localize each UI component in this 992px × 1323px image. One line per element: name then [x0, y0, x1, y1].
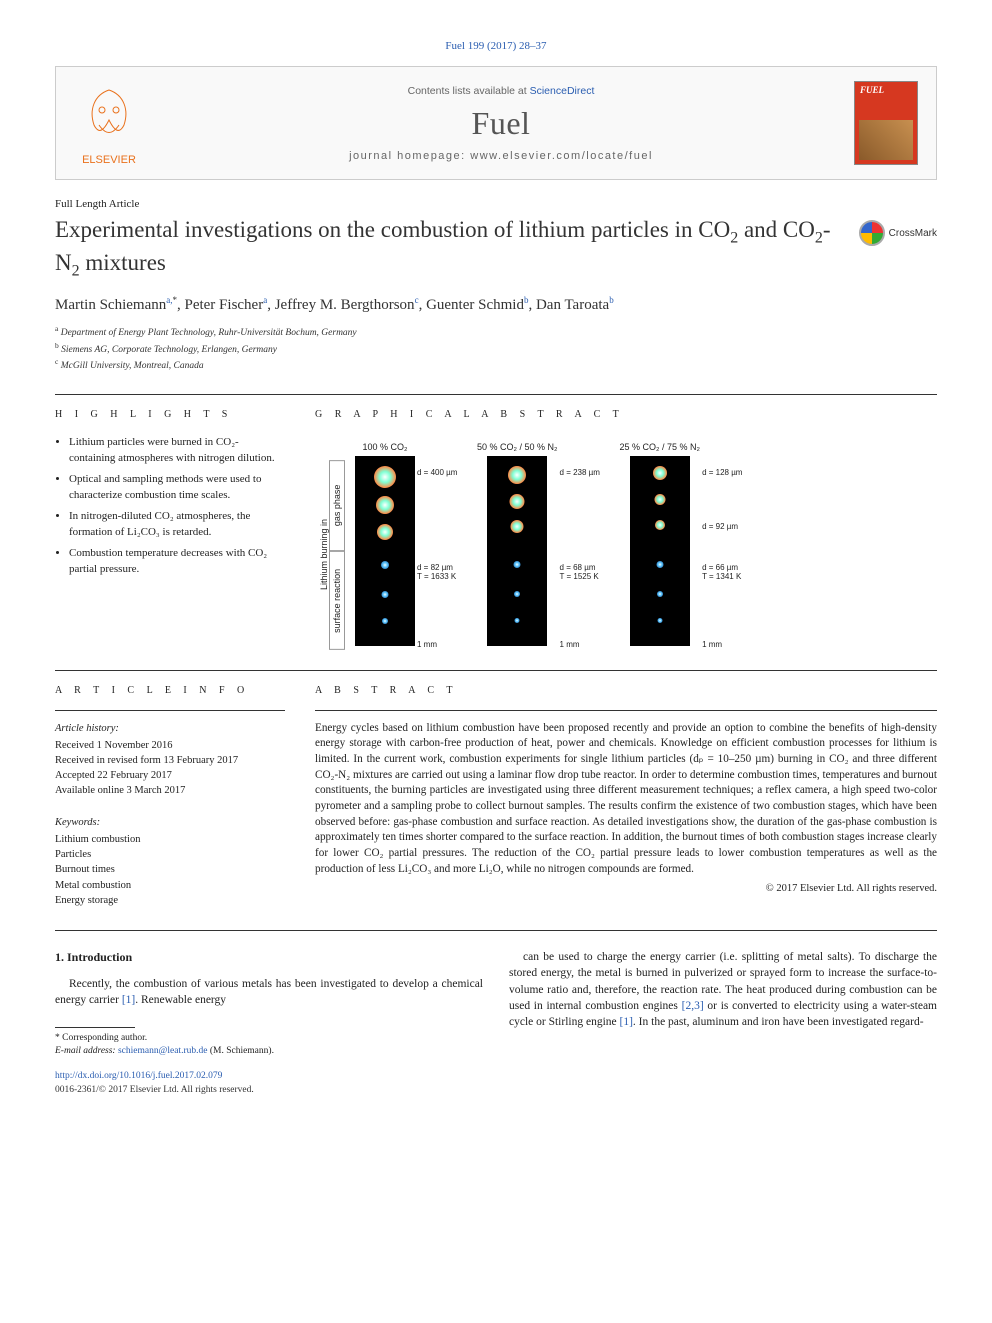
ga-particle-dot	[376, 496, 394, 514]
highlight-item: Optical and sampling methods were used t…	[69, 471, 285, 504]
history-line: Accepted 22 February 2017	[55, 768, 285, 783]
abstract-copyright: © 2017 Elsevier Ltd. All rights reserved…	[315, 883, 937, 894]
article-info-label: A R T I C L E I N F O	[55, 685, 285, 696]
rule	[55, 710, 285, 711]
ga-panel-annotations: d = 128 µmd = 92 µmd = 66 µm T = 1341 K1…	[702, 460, 752, 650]
journal-cover-thumb: FUEL	[854, 81, 918, 165]
corresponding-author-note: * Corresponding author.	[55, 1032, 483, 1045]
keyword: Lithium combustion	[55, 832, 285, 847]
ga-panel-title: 50 % CO₂ / 50 % N₂	[477, 442, 558, 452]
journal-header: ELSEVIER Contents lists available at Sci…	[55, 66, 937, 180]
article-info: Article history: Received 1 November 201…	[55, 721, 285, 908]
highlight-item: Combustion temperature decreases with CO…	[69, 545, 285, 578]
ga-panel-wrap: 25 % CO₂ / 75 % N₂d = 128 µmd = 92 µmd =…	[620, 442, 753, 650]
history-line: Received 1 November 2016	[55, 738, 285, 753]
ga-panel	[355, 456, 415, 646]
keyword: Particles	[55, 847, 285, 862]
ga-panel	[487, 456, 547, 646]
ga-particle-dot	[514, 591, 520, 597]
crossmark-badge[interactable]: CrossMark	[859, 220, 937, 246]
ga-particle-dot	[655, 520, 665, 530]
ga-particle-dot	[377, 524, 393, 540]
ga-panel	[630, 456, 690, 646]
ga-panel-annotations: d = 400 µmd = 82 µm T = 1633 K1 mm	[417, 460, 467, 650]
email-link[interactable]: schiemann@leat.rub.de	[118, 1046, 207, 1056]
affiliations: a Department of Energy Plant Technology,…	[55, 324, 937, 373]
abstract-label: A B S T R A C T	[315, 685, 937, 696]
sciencedirect-link[interactable]: ScienceDirect	[530, 85, 595, 97]
affiliation-line: b Siemens AG, Corporate Technology, Erla…	[55, 341, 937, 357]
abstract-text: Energy cycles based on lithium combustio…	[315, 721, 937, 878]
doi-issn-footer: http://dx.doi.org/10.1016/j.fuel.2017.02…	[55, 1070, 483, 1097]
publisher-logo-wrap: ELSEVIER	[74, 81, 164, 165]
highlights-list: Lithium particles were burned in CO₂-con…	[55, 434, 285, 578]
ga-particle-dot	[514, 561, 521, 568]
ga-panel-wrap: 100 % CO₂ d = 400 µmd = 82 µm T = 1633 K1…	[355, 442, 467, 650]
ref-link[interactable]: [2,3]	[682, 1000, 704, 1012]
affiliation-line: c McGill University, Montreal, Canada	[55, 357, 937, 373]
homepage-url[interactable]: www.elsevier.com/locate/fuel	[470, 150, 653, 162]
history-line: Received in revised form 13 February 201…	[55, 753, 285, 768]
rule	[55, 930, 937, 931]
intro-para-left: Recently, the combustion of various meta…	[55, 976, 483, 1009]
top-citation: Fuel 199 (2017) 28–37	[55, 40, 937, 52]
crossmark-icon	[859, 220, 885, 246]
ga-particle-dot	[510, 494, 525, 509]
svg-text:ELSEVIER: ELSEVIER	[82, 154, 136, 165]
contents-available-line: Contents lists available at ScienceDirec…	[164, 85, 838, 97]
authors-line: Martin Schiemanna,*, Peter Fischera, Jef…	[55, 295, 937, 314]
ga-particle-dot	[382, 618, 388, 624]
ga-particle-dot	[508, 466, 526, 484]
history-head: Article history:	[55, 721, 285, 736]
ref-link[interactable]: [1]	[620, 1016, 633, 1028]
ga-panel-title: 100 % CO₂	[362, 442, 407, 452]
ga-particle-dot	[511, 520, 524, 533]
graphical-abstract-figure: Lithium burning ingas phasesurface react…	[315, 434, 937, 650]
keywords-head: Keywords:	[55, 815, 285, 830]
ga-y-axis: Lithium burning ingas phasesurface react…	[315, 460, 345, 650]
doi-link[interactable]: http://dx.doi.org/10.1016/j.fuel.2017.02…	[55, 1071, 222, 1081]
journal-name: Fuel	[164, 105, 838, 142]
highlight-item: In nitrogen-diluted CO₂ atmospheres, the…	[69, 508, 285, 541]
ga-particle-dot	[653, 466, 667, 480]
intro-para-right: can be used to charge the energy carrier…	[509, 949, 937, 1031]
ga-particle-dot	[381, 561, 389, 569]
rule	[55, 670, 937, 671]
highlights-label: H I G H L I G H T S	[55, 409, 285, 420]
ga-particle-dot	[382, 591, 389, 598]
paper-title: Experimental investigations on the combu…	[55, 216, 845, 281]
email-line: E-mail address: schiemann@leat.rub.de (M…	[55, 1045, 483, 1058]
ref-link[interactable]: [1]	[122, 994, 135, 1006]
highlight-item: Lithium particles were burned in CO₂-con…	[69, 434, 285, 467]
ga-particle-dot	[515, 618, 520, 623]
graphical-abstract-label: G R A P H I C A L A B S T R A C T	[315, 409, 937, 420]
ga-panel-wrap: 50 % CO₂ / 50 % N₂d = 238 µmd = 68 µm T …	[477, 442, 610, 650]
elsevier-logo: ELSEVIER	[74, 85, 144, 165]
footnote-rule	[55, 1027, 135, 1028]
ga-particle-dot	[374, 466, 396, 488]
keyword: Burnout times	[55, 862, 285, 877]
keyword: Energy storage	[55, 893, 285, 908]
article-type: Full Length Article	[55, 198, 937, 210]
history-line: Available online 3 March 2017	[55, 783, 285, 798]
affiliation-line: a Department of Energy Plant Technology,…	[55, 324, 937, 340]
ga-particle-dot	[656, 561, 663, 568]
ga-panel-annotations: d = 238 µmd = 68 µm T = 1525 K1 mm	[560, 460, 610, 650]
journal-homepage: journal homepage: www.elsevier.com/locat…	[164, 150, 838, 162]
ga-particle-dot	[654, 494, 665, 505]
rule	[55, 394, 937, 395]
footnotes: * Corresponding author. E-mail address: …	[55, 1032, 483, 1059]
ga-particle-dot	[657, 591, 663, 597]
rule	[315, 710, 937, 711]
section-heading: 1. Introduction	[55, 949, 483, 966]
ga-panel-title: 25 % CO₂ / 75 % N₂	[620, 442, 701, 452]
ga-particle-dot	[657, 618, 662, 623]
keyword: Metal combustion	[55, 878, 285, 893]
